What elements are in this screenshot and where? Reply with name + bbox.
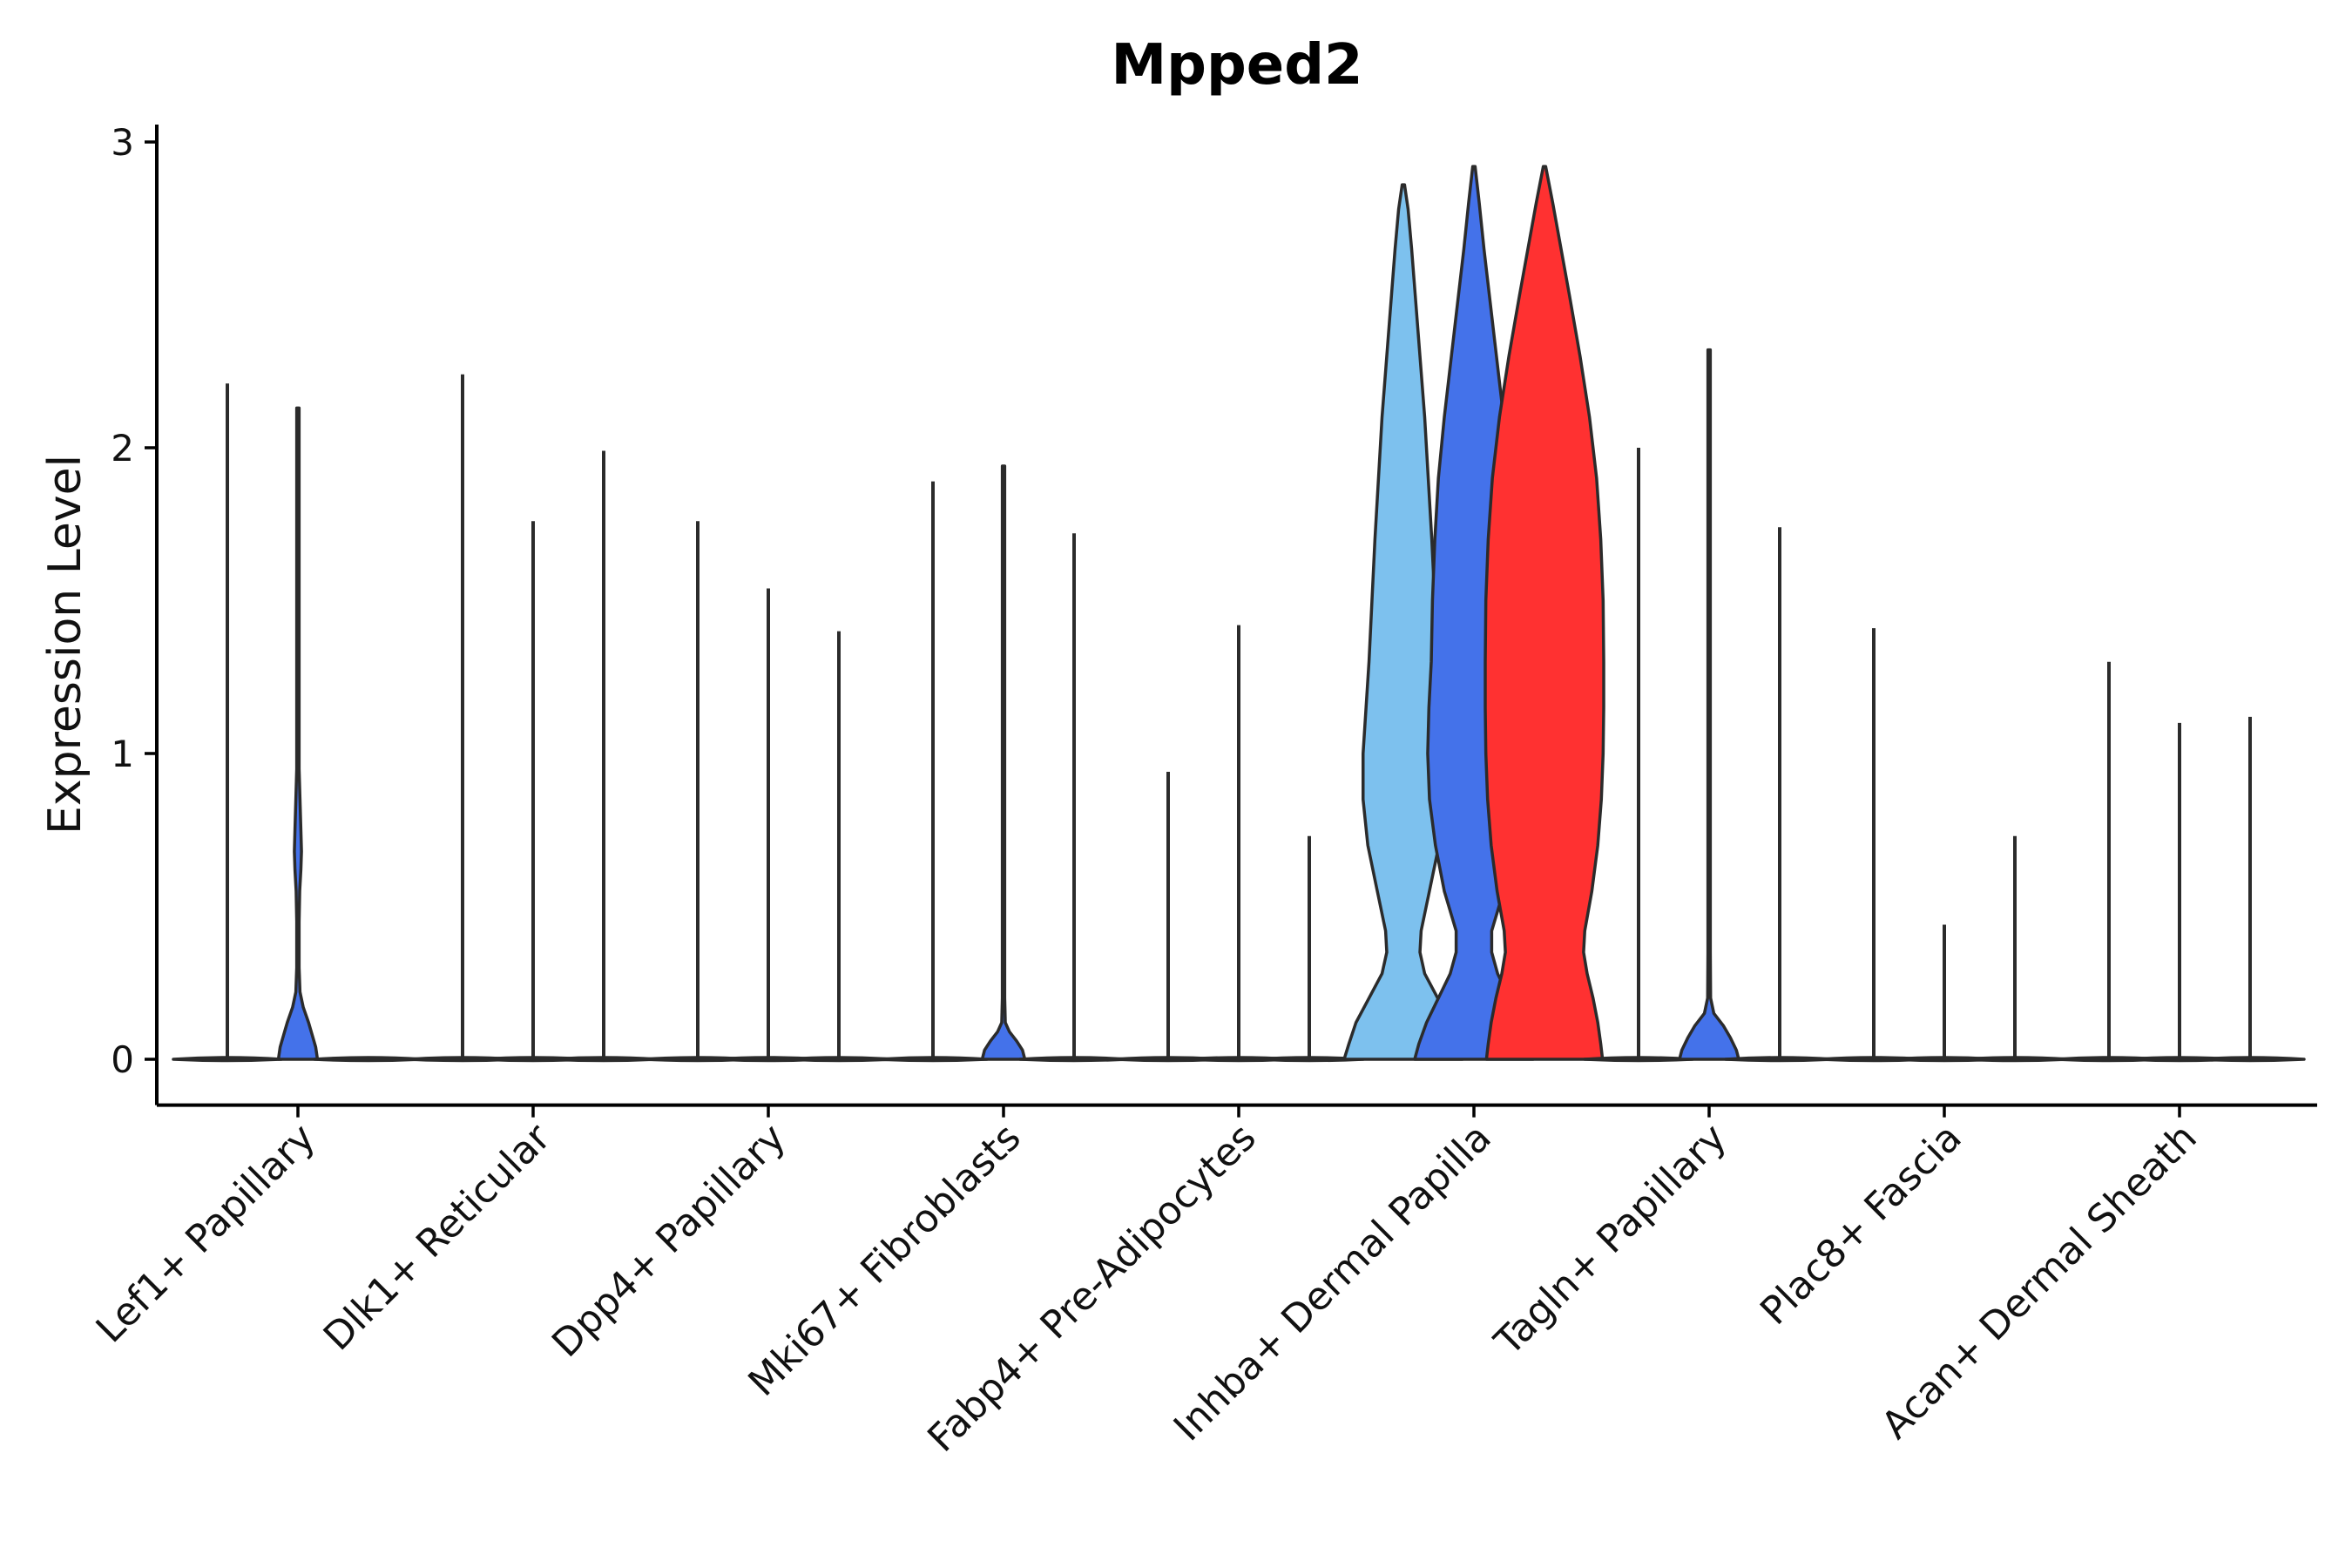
y-axis-label: Expression Level: [39, 455, 91, 835]
violin-2: [276, 406, 320, 1061]
violin-baseline: [2194, 1056, 2306, 1063]
x-tick-label: Dpp4+ Papillary: [544, 1115, 794, 1366]
violin-23: [1889, 924, 2000, 1063]
violin-5: [477, 521, 589, 1063]
violin-baseline: [1724, 1056, 1835, 1063]
x-tick-label: Tagln+ Papillary: [1486, 1115, 1735, 1364]
violin-baseline: [1959, 1056, 2071, 1063]
violin-baseline: [172, 1056, 283, 1063]
violin-20: [1678, 348, 1740, 1061]
violin-8: [713, 588, 824, 1063]
violin-16: [1342, 183, 1464, 1061]
violin-14: [1183, 625, 1294, 1063]
violin-body: [1678, 348, 1740, 1061]
y-tick-label: 3: [111, 121, 134, 164]
violin-baseline: [783, 1056, 895, 1063]
violin-18: [1484, 165, 1605, 1061]
violin-body: [980, 464, 1027, 1061]
violin-26: [2124, 722, 2235, 1063]
x-tick-label: Dlk1+ Reticular: [315, 1115, 560, 1360]
y-tick-label: 2: [111, 427, 134, 470]
violin-10: [877, 481, 989, 1063]
violin-12: [1018, 533, 1130, 1063]
violin-baseline: [877, 1056, 989, 1063]
violin-body: [1342, 183, 1464, 1061]
y-tick-label: 1: [111, 733, 134, 775]
violin-15: [1254, 835, 1365, 1063]
violin-4: [407, 374, 518, 1063]
violin-27: [2194, 716, 2306, 1063]
violin-7: [642, 521, 754, 1063]
x-tick-label: Plac8+ Fascia: [1752, 1115, 1970, 1334]
violin-6: [548, 450, 659, 1063]
violins: [172, 165, 2306, 1063]
y-tick-label: 0: [111, 1038, 134, 1081]
violin-22: [1818, 628, 1930, 1063]
chart-title: Mpped2: [1111, 33, 1362, 98]
violin-baseline: [1018, 1056, 1130, 1063]
violin-9: [783, 631, 895, 1063]
violin-baseline: [548, 1056, 659, 1063]
violin-baseline: [1583, 1056, 1694, 1063]
violin-body: [276, 406, 320, 1061]
violin-13: [1112, 772, 1224, 1063]
axes: [155, 125, 2317, 1107]
violin-3: [313, 1056, 424, 1063]
x-tick-label: Lef1+ Papillary: [88, 1115, 324, 1351]
violin-21: [1724, 527, 1835, 1063]
violin-body: [1484, 165, 1605, 1061]
y-ticks: 0 1 2 3: [111, 121, 157, 1081]
violin-24: [1959, 835, 2071, 1063]
violin-25: [2053, 661, 2165, 1063]
violin-11: [980, 464, 1027, 1061]
violin-1: [172, 383, 283, 1063]
violin-baseline: [313, 1056, 424, 1063]
